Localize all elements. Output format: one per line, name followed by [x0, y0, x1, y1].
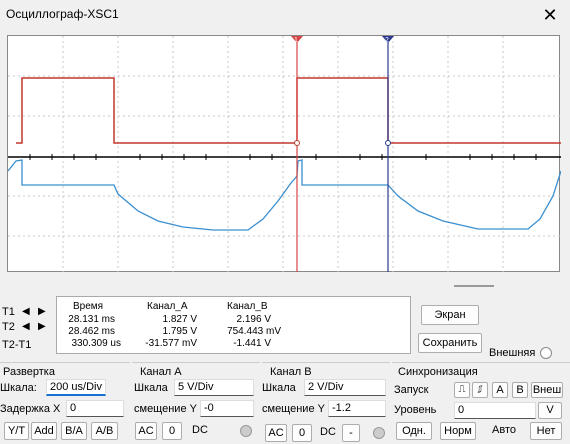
- delay-label: Задержка X: [0, 403, 61, 415]
- trigger-level-field[interactable]: 0: [454, 402, 536, 419]
- channel-a-scale-label: Шкала: [134, 382, 168, 394]
- falling-edge-icon[interactable]: ⎎: [472, 382, 488, 398]
- ab-button[interactable]: A/B: [91, 422, 118, 440]
- timebase-scale-label: Шкала:: [0, 382, 37, 394]
- trigger-none-button[interactable]: Нет: [530, 422, 562, 440]
- channel-a-zero-button[interactable]: 0: [162, 422, 182, 440]
- readout-table: Время Канал_A Канал_B 28.131 ms 1.827 V …: [56, 296, 411, 354]
- channel-b-ac-button[interactable]: AC: [265, 424, 287, 442]
- scroll-thumb[interactable]: [454, 285, 494, 287]
- channel-b-title: Канал B: [270, 366, 312, 378]
- channel-a-trace: [16, 77, 561, 144]
- trigger-auto-button[interactable]: Авто: [492, 424, 516, 436]
- header-time: Время: [73, 301, 104, 312]
- trigger-title: Синхронизация: [398, 366, 478, 378]
- row-label-t1: T1: [2, 306, 15, 318]
- t1-time: 28.131 ms: [68, 314, 115, 325]
- row-label-delta: T2-T1: [2, 339, 32, 351]
- delta-time: 330.309 us: [71, 338, 122, 349]
- channel-b-group: Канал B Шкала 2 V/Div смещение Y -1.2 AC…: [262, 362, 390, 442]
- waveform-display: 1 2: [7, 36, 562, 273]
- channel-a-title: Канал A: [140, 366, 182, 378]
- trigger-source-b-button[interactable]: B: [512, 382, 528, 398]
- cursor-t2-marker: [385, 140, 391, 146]
- t1-b: 2.196 V: [236, 314, 271, 325]
- cursor-readout: T1 ◀ ▶ T2 ◀ ▶ T2-T1 Время Канал_A Канал_…: [0, 296, 411, 356]
- channel-a-toggle[interactable]: [240, 425, 252, 437]
- channel-b-minus-button[interactable]: -: [342, 424, 360, 442]
- row-label-t2: T2: [2, 321, 15, 333]
- channel-a-offset-field[interactable]: -0: [200, 400, 254, 417]
- cursor-t1-handle[interactable]: [291, 36, 303, 43]
- rising-edge-icon[interactable]: ⎍: [454, 382, 470, 398]
- yt-button[interactable]: Y/T: [4, 422, 29, 440]
- trigger-normal-button[interactable]: Норм: [440, 422, 476, 440]
- header-channel-a: Канал_A: [147, 301, 188, 312]
- trigger-group: Синхронизация Запуск ⎍ ⎎ A B Внеш Уровен…: [392, 362, 570, 442]
- channel-a-ac-button[interactable]: AC: [135, 422, 157, 440]
- t2-b: 754.443 mV: [227, 326, 281, 337]
- channel-b-scale-label: Шкала: [262, 382, 296, 394]
- channel-b-toggle[interactable]: [373, 427, 385, 439]
- channel-a-offset-label: смещение Y: [134, 403, 197, 415]
- cursor-t2-handle[interactable]: [382, 36, 394, 43]
- channel-b-dc-button[interactable]: DC: [320, 426, 336, 438]
- cursor-t1-label: 1: [294, 37, 298, 44]
- t1-a: 1.827 V: [162, 314, 197, 325]
- oscilloscope-screen[interactable]: 1 2: [7, 35, 562, 273]
- timebase-title: Развертка: [3, 366, 55, 378]
- channel-a-dc-button[interactable]: DC: [192, 424, 208, 436]
- trigger-level-unit[interactable]: V: [538, 402, 562, 419]
- timebase-group: Развертка Шкала: 200 us/Div Задержка X 0…: [0, 362, 130, 442]
- t2-time: 28.462 ms: [68, 326, 115, 337]
- t1-left-arrow-icon[interactable]: ◀: [22, 306, 30, 317]
- ba-button[interactable]: B/A: [61, 422, 87, 440]
- delta-b: -1.441 V: [233, 338, 271, 349]
- trigger-source-ext-button[interactable]: Внеш: [531, 382, 563, 398]
- external-radio[interactable]: [540, 347, 552, 359]
- t2-right-arrow-icon[interactable]: ▶: [38, 321, 46, 332]
- channel-b-offset-label: смещение Y: [262, 403, 325, 415]
- t2-left-arrow-icon[interactable]: ◀: [22, 321, 30, 332]
- trigger-source-a-button[interactable]: A: [492, 382, 508, 398]
- timebase-scale-field[interactable]: 200 us/Div: [46, 379, 106, 396]
- save-button[interactable]: Сохранить: [418, 333, 482, 353]
- channel-a-group: Канал A Шкала 5 V/Div смещение Y -0 AC 0…: [132, 362, 260, 442]
- add-button[interactable]: Add: [31, 422, 57, 440]
- external-label: Внешняя: [489, 347, 536, 359]
- horizontal-scrollbar[interactable]: [9, 272, 558, 294]
- channel-a-scale-field[interactable]: 5 V/Div: [174, 379, 254, 396]
- title-bar: Осциллограф-XSC1 ✕: [0, 0, 570, 30]
- channel-b-scale-field[interactable]: 2 V/Div: [304, 379, 386, 396]
- t1-right-arrow-icon[interactable]: ▶: [38, 306, 46, 317]
- cursor-t1-marker: [294, 140, 300, 146]
- cursor-t2-label: 2: [385, 37, 389, 44]
- trigger-edge-label: Запуск: [394, 384, 429, 396]
- header-channel-b: Канал_B: [227, 301, 268, 312]
- trigger-single-button[interactable]: Одн.: [396, 422, 432, 440]
- channel-b-offset-field[interactable]: -1.2: [328, 400, 386, 417]
- channel-b-trace: [7, 159, 562, 231]
- window-title: Осциллограф-XSC1: [6, 7, 119, 21]
- delay-field[interactable]: 0: [66, 400, 124, 417]
- screen-button[interactable]: Экран: [421, 305, 479, 325]
- channel-b-zero-button[interactable]: 0: [292, 424, 312, 442]
- delta-a: -31.577 mV: [145, 338, 197, 349]
- trigger-level-label: Уровень: [394, 404, 437, 416]
- t2-a: 1.795 V: [162, 326, 197, 337]
- close-icon[interactable]: ✕: [542, 5, 558, 25]
